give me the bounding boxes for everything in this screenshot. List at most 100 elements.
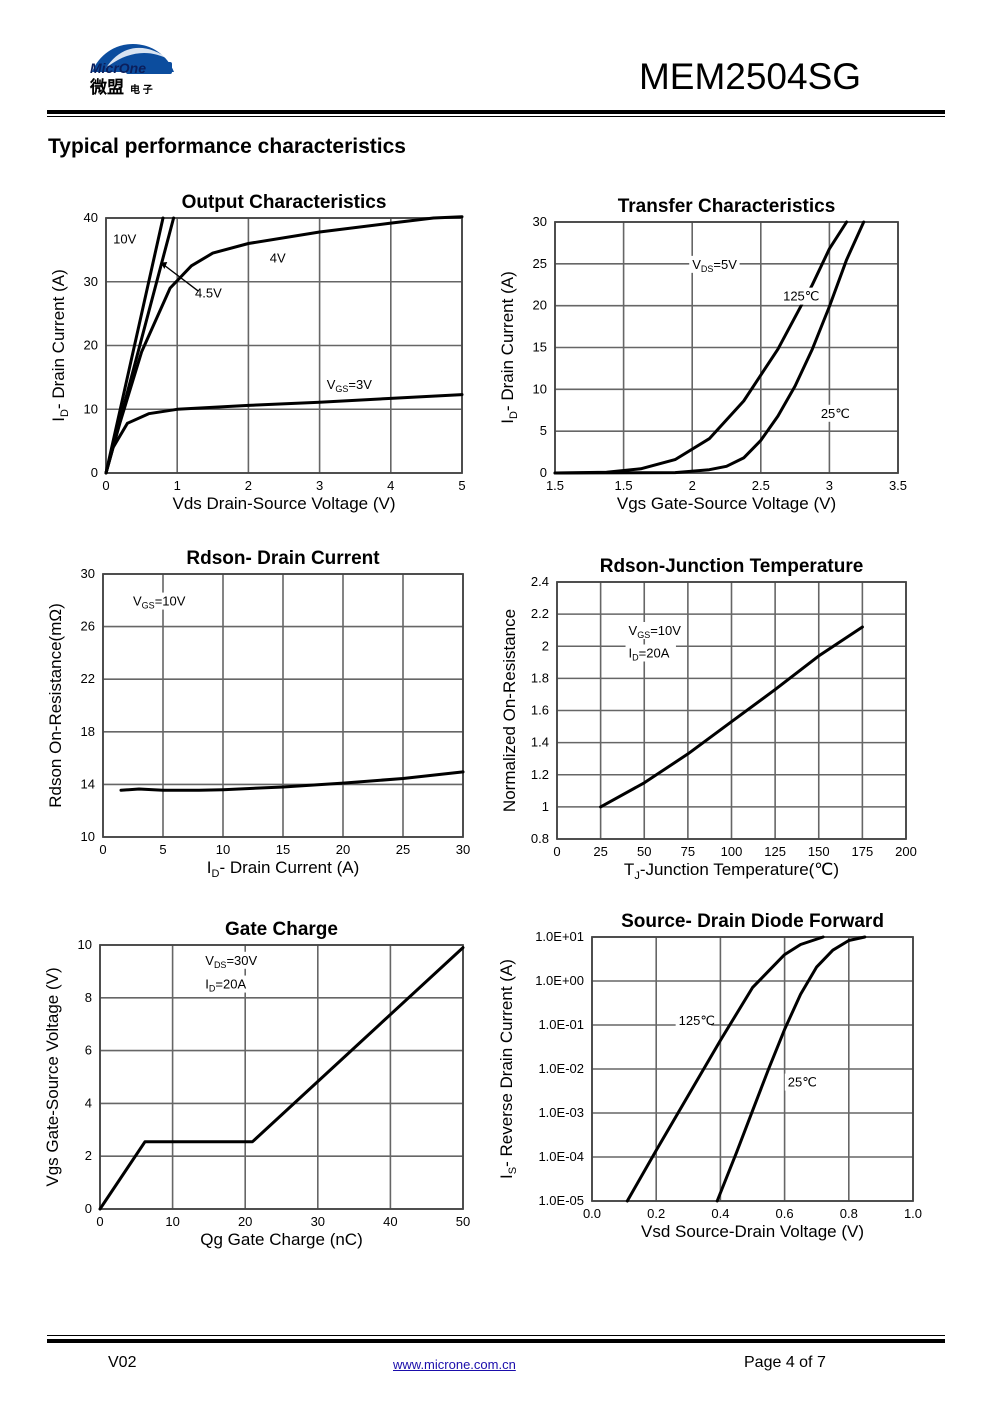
y-tick-label: 1 [542,799,549,814]
y-axis-label-rest: - Drain Current (A) [49,269,68,409]
x-tick-label: 3.5 [889,478,907,493]
y-tick-label: 1.8 [531,670,549,685]
document-title: MEM2504SG [638,56,862,97]
x-tick-label: 0.0 [583,1206,601,1221]
y-axis-label: ID- Drain Current (A) [49,269,71,422]
y-tick-label: 4 [85,1095,92,1110]
y-tick-label: 2.4 [531,574,549,589]
chart-rdson-drain-current: 0 5 10 15 20 25 30 10 14 18 22 26 30 VGS=10V Rdson- Dr… [46,548,470,880]
series-line-0 [599,625,864,809]
y-axis-label-sub: D [59,409,71,417]
chart-title: Output Characteristics [182,192,387,213]
series-line-0 [553,220,849,475]
x-tick-label: 10 [165,1214,179,1229]
y-axis-label-rest: - Drain Current (A) [498,271,517,411]
footer-link[interactable]: www.microne.com.cn [393,1357,516,1372]
y-tick-label: 1.2 [531,767,549,782]
logo-text-en: MicrOne [90,60,146,76]
annotation-label: 125℃ [679,1013,715,1028]
annotation-bg [689,255,740,273]
logo-text-cn-small: 电 子 [130,83,153,96]
y-tick-label: 10 [78,937,92,952]
y-axis-label-sub: D [508,411,520,419]
chart-output-characteristics: 0 1 2 3 4 5 0 10 20 30 40 10V 4V 4.5V VGS=3V Output Cha… [49,192,466,513]
x-tick-label: 20 [336,842,350,857]
x-axis-label-sub: D [211,868,219,880]
annotation-label: 10V [113,232,136,247]
x-tick-label: 175 [852,844,874,859]
x-tick-label: 5 [458,478,465,493]
y-tick-label: 1.0E-03 [538,1105,584,1120]
chart-title: Gate Charge [225,919,338,940]
y-axis-label-rest: - Reverse Drain Current (A) [497,959,516,1167]
y-tick-label: 20 [84,338,98,353]
annotation-label: VGS=10V [629,623,682,640]
y-tick-label: 0 [91,465,98,480]
series-line-0 [104,216,165,475]
x-tick-label: 1.5 [546,478,564,493]
x-tick-label: 50 [456,1214,470,1229]
x-tick-label: 0.6 [776,1206,794,1221]
series-line-1 [553,220,866,475]
y-tick-label: 1.0E-05 [538,1193,584,1208]
chart-source-drain-diode-forward: 0.0 0.2 0.4 0.6 0.8 1.0 1.0E-05 1.0E-04 1.0E-03 1… [497,911,922,1241]
footer-rule [47,1339,945,1343]
annotation-bg [780,287,816,305]
x-tick-label: 2.5 [752,478,770,493]
x-tick-label: 2 [245,478,252,493]
x-tick-label: 150 [808,844,830,859]
series-line-1 [715,935,867,1203]
plot-frame [102,573,464,838]
annotation-bg [266,249,288,267]
annotation-label: VDS=5V [692,257,737,274]
x-tick-label: 25 [593,844,607,859]
y-tick-label: 26 [81,619,95,634]
x-axis-label-main: T [624,860,634,879]
x-tick-label: 20 [238,1214,252,1229]
series-line-2 [104,215,464,475]
y-axis-label: ID- Drain Current (A) [498,271,520,424]
annotation-bg [202,951,261,969]
x-tick-label: 2 [689,478,696,493]
x-axis-label-sub: J [634,870,640,882]
x-tick-label: 50 [637,844,651,859]
chart-gate-charge: 0 10 20 30 40 50 0 2 4 6 8 10 VDS=30V ID=20A Gate Char… [43,919,470,1249]
annotation-label: 125℃ [783,289,819,304]
y-tick-label: 1.0E+00 [535,973,584,988]
chart-title: Rdson- Drain Current [186,548,380,569]
plot-frame [591,936,914,1202]
y-tick-label: 2 [85,1148,92,1163]
x-tick-label: 200 [895,844,917,859]
logo-text-cn: 微盟 [89,77,124,97]
y-tick-label: 18 [81,724,95,739]
x-tick-label: 40 [383,1214,397,1229]
annotation-bg [625,644,676,662]
annotation-label: ID=20A [629,645,670,662]
x-tick-label: 1.5 [615,478,633,493]
y-tick-label: 1.0E-04 [538,1149,584,1164]
y-axis-label-main: I [49,417,68,422]
annotation-label: 25℃ [788,1075,817,1090]
series-line-3 [104,393,464,475]
x-axis-label-rest: -Junction Temperature(℃) [640,860,839,879]
y-tick-label: 25 [533,256,547,271]
x-axis-label: Vgs Gate-Source Voltage (V) [617,494,836,513]
annotation-label: 4.5V [195,286,222,301]
footer-version: V02 [108,1354,137,1371]
y-tick-label: 10 [84,401,98,416]
x-tick-label: 100 [721,844,743,859]
x-tick-label: 5 [159,842,166,857]
chart-title: Rdson-Junction Temperature [600,556,864,577]
y-tick-label: 10 [533,381,547,396]
x-axis-label: Vds Drain-Source Voltage (V) [173,494,396,513]
annotation-bg [625,622,684,640]
annotation-label: VGS=10V [133,594,186,611]
x-axis-label: Qg Gate Charge (nC) [200,1230,363,1249]
section-title: Typical performance characteristics [48,135,406,158]
annotation-label: 25℃ [821,406,850,421]
annotation-bg [323,375,375,393]
x-axis-label-main: I [207,858,212,877]
y-tick-label: 1.4 [531,735,549,750]
annotation-label: 4V [270,251,286,266]
x-tick-label: 125 [764,844,786,859]
